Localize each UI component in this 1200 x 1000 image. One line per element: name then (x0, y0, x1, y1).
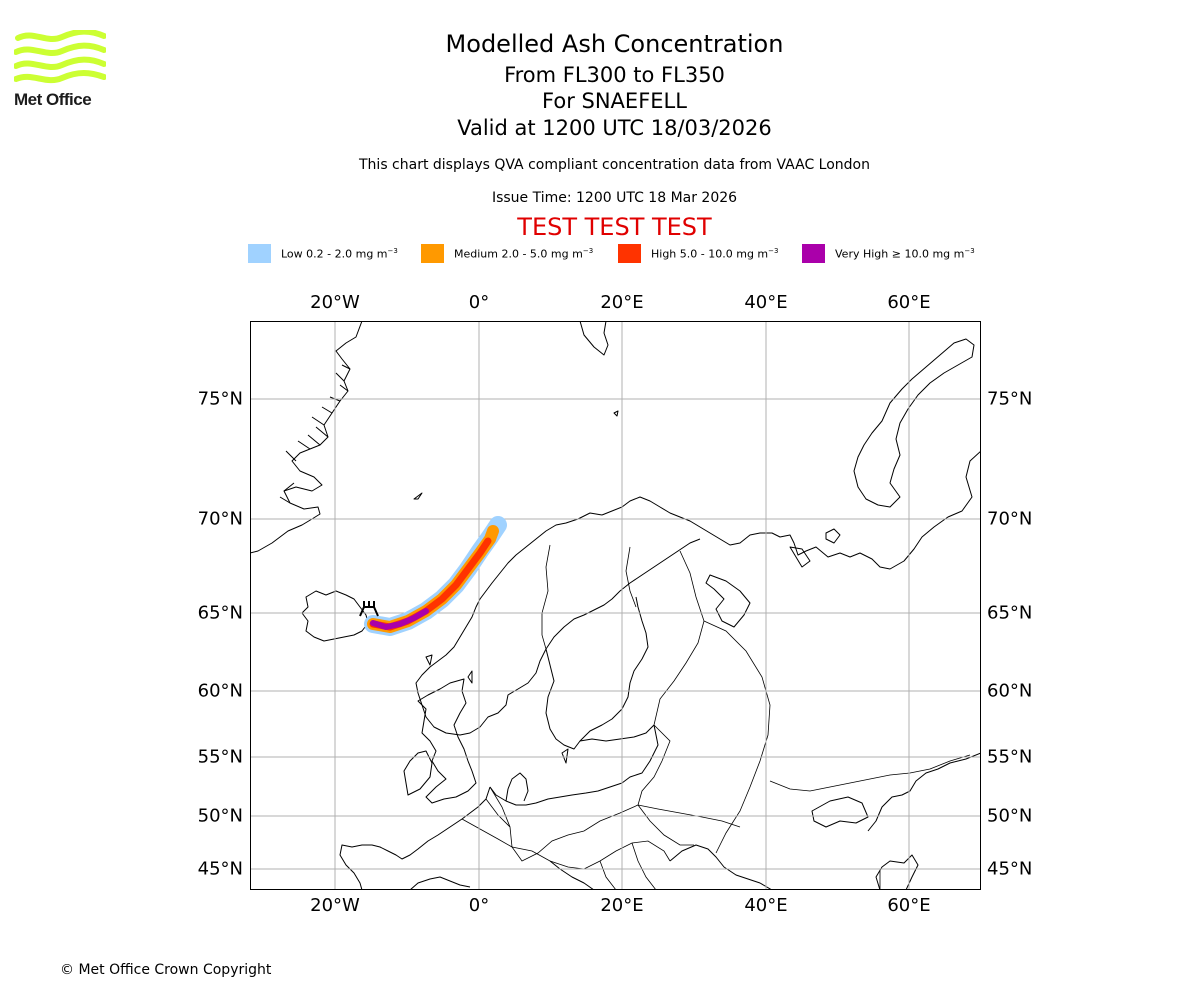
coast-shetland (467, 670, 473, 684)
lon-tick-top-60e: 60°E (887, 292, 931, 313)
coast-kolguyev (825, 528, 841, 544)
border-alps (511, 846, 585, 870)
copyright-notice: © Met Office Crown Copyright (60, 962, 272, 978)
coast-denmark (505, 772, 529, 802)
border-baltic-states (637, 724, 671, 806)
lon-tick-bottom-60e: 60°E (887, 895, 931, 916)
ash-map (250, 321, 981, 890)
coast-baltic (489, 724, 659, 806)
lat-tick-right-75n: 75°N (987, 388, 1033, 410)
border-sweden-finland (625, 546, 637, 608)
coast-iceland (301, 590, 369, 642)
volcano-icon (359, 601, 379, 617)
coast-gotland (561, 748, 569, 764)
coast-faroe (425, 654, 433, 666)
coast-adriatic (549, 860, 595, 890)
legend-swatch-low (248, 244, 271, 263)
border-russia-kazakh (769, 754, 971, 792)
lon-tick-bottom-20w: 20°W (310, 895, 360, 916)
legend-item-very-high: Very High ≥ 10.0 mg m−3 (802, 244, 975, 263)
lon-tick-bottom-0: 0° (468, 895, 490, 916)
border-russia-west (703, 620, 771, 854)
legend-swatch-medium (421, 244, 444, 263)
chart-title: Modelled Ash Concentration (445, 30, 784, 58)
issue-time: Issue Time: 1200 UTC 18 Mar 2026 (491, 190, 738, 206)
coast-black-sea (669, 844, 773, 890)
coast-aral (811, 796, 869, 828)
coast-bear-island (613, 410, 619, 417)
coast-russia-north (601, 450, 981, 570)
legend-swatch-very-high (802, 244, 825, 263)
lat-tick-right-50n: 50°N (987, 805, 1033, 827)
legend-label-high: High 5.0 - 10.0 mg m−3 (651, 246, 779, 261)
lat-tick-left-45n: 45°N (197, 858, 243, 880)
met-office-logo: Met Office (13, 28, 107, 112)
ash-plume (364, 516, 507, 636)
lat-tick-right-45n: 45°N (987, 858, 1033, 880)
lat-tick-left-70n: 70°N (197, 508, 243, 530)
lon-tick-bottom-20e: 20°E (600, 895, 644, 916)
coast-white-sea (705, 574, 751, 628)
legend-label-low: Low 0.2 - 2.0 mg m−3 (281, 246, 398, 261)
coast-novaya-zemlya (853, 338, 975, 508)
valid-time: Valid at 1200 UTC 18/03/2026 (457, 116, 772, 140)
lat-tick-left-55n: 55°N (197, 746, 243, 768)
flight-level-range: From FL300 to FL350 (504, 63, 725, 87)
border-france (461, 798, 513, 848)
legend-label-medium: Medium 2.0 - 5.0 mg m−3 (454, 246, 594, 261)
chart-description: This chart displays QVA compliant concen… (359, 157, 870, 173)
border-norway-sweden (541, 544, 551, 650)
plume-very-high-zone (370, 608, 429, 630)
lat-tick-left-65n: 65°N (197, 602, 243, 624)
lat-tick-right-70n: 70°N (987, 508, 1033, 530)
coast-kanin (789, 546, 811, 568)
legend-swatch-high (618, 244, 641, 263)
coast-britain (417, 678, 477, 804)
coast-south-europe (409, 876, 471, 890)
coastlines (250, 321, 981, 890)
lon-tick-top-20w: 20°W (310, 292, 360, 313)
border-central-europe (489, 786, 639, 862)
border-finland-russia (653, 550, 705, 726)
lat-tick-right-60n: 60°N (987, 680, 1033, 702)
legend-item-medium: Medium 2.0 - 5.0 mg m−3 (421, 244, 593, 263)
legend-label-very-high: Very High ≥ 10.0 mg m−3 (835, 246, 975, 261)
graticule (250, 321, 981, 890)
legend-item-high: High 5.0 - 10.0 mg m−3 (618, 244, 778, 263)
coast-finland-south (579, 724, 655, 742)
lon-tick-top-40e: 40°E (744, 292, 788, 313)
coast-greenland (250, 321, 363, 554)
coast-west-europe (339, 786, 491, 890)
map-frame (250, 321, 981, 890)
coast-jan-mayen (413, 492, 423, 500)
lat-tick-left-50n: 50°N (197, 805, 243, 827)
lon-tick-top-20e: 20°E (600, 292, 644, 313)
lon-tick-top-0: 0° (468, 292, 490, 313)
volcano-name: For SNAEFELL (542, 89, 687, 113)
map-background (250, 321, 981, 890)
lat-tick-left-75n: 75°N (197, 388, 243, 410)
test-banner: TEST TEST TEST (517, 213, 712, 241)
coast-scandinavia (415, 512, 701, 736)
logo-text: Met Office (14, 90, 92, 109)
coast-svalbard (579, 321, 609, 356)
coast-gulf-of-bothnia (545, 596, 649, 750)
lat-tick-right-65n: 65°N (987, 602, 1033, 624)
coast-asia-east (867, 752, 981, 832)
legend-item-low: Low 0.2 - 2.0 mg m−3 (248, 244, 398, 263)
lon-tick-bottom-40e: 40°E (744, 895, 788, 916)
border-ukraine (637, 804, 741, 828)
coast-caspian (875, 854, 919, 890)
met-office-wave-icon (13, 28, 107, 84)
lat-tick-right-55n: 55°N (987, 746, 1033, 768)
lat-tick-left-60n: 60°N (197, 680, 243, 702)
